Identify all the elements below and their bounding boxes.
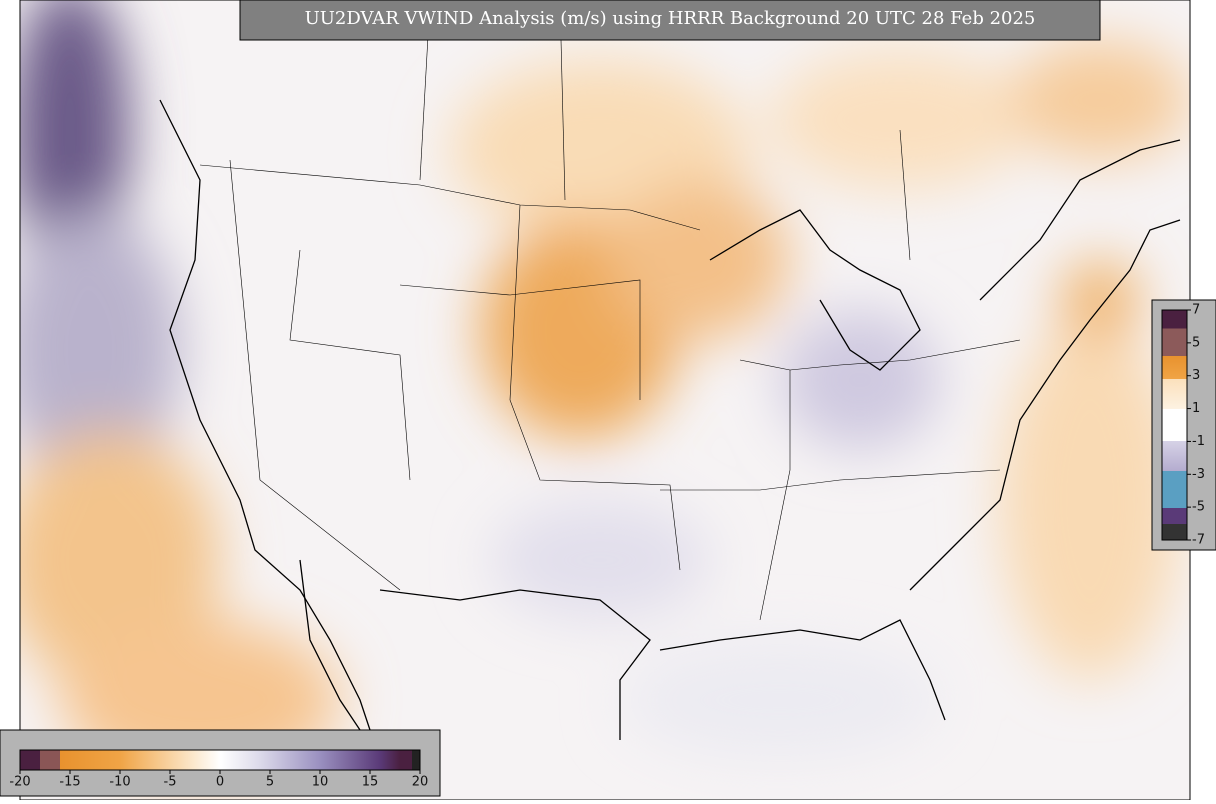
side-colorbar-tick-label: -3 [1192, 467, 1205, 482]
colorbar-tick-label: 15 [362, 775, 379, 790]
side-colorbar-tick-label: 1 [1192, 401, 1200, 416]
side-colorbar-tick-label: -5 [1192, 500, 1205, 515]
colorbar-tick-label: -5 [164, 775, 177, 790]
side-colorbar-tick-label: 7 [1192, 303, 1200, 318]
colorbar-tick-label: 0 [216, 775, 224, 790]
side-colorbar-tick-label: 3 [1192, 368, 1200, 383]
colorbar-tick-label: -20 [9, 775, 30, 790]
side-colorbar-tick-label: -7 [1192, 533, 1205, 548]
colorbar-tick-label: 5 [266, 775, 274, 790]
colorbar-tick-label: -15 [59, 775, 80, 790]
colorbar [19, 749, 421, 771]
colorbar-tick-label: 10 [312, 775, 329, 790]
map-title: UU2DVAR VWIND Analysis (m/s) using HRRR … [305, 8, 1036, 29]
side-colorbar-tick-label: 5 [1192, 335, 1200, 350]
colorbar-tick-label: -10 [109, 775, 130, 790]
title-box [239, 0, 1101, 41]
colorbar-tick-label: 20 [412, 775, 429, 790]
analysis-field [20, 0, 1190, 800]
side-colorbar [1161, 309, 1188, 541]
side-colorbar-tick-label: -1 [1192, 434, 1205, 449]
